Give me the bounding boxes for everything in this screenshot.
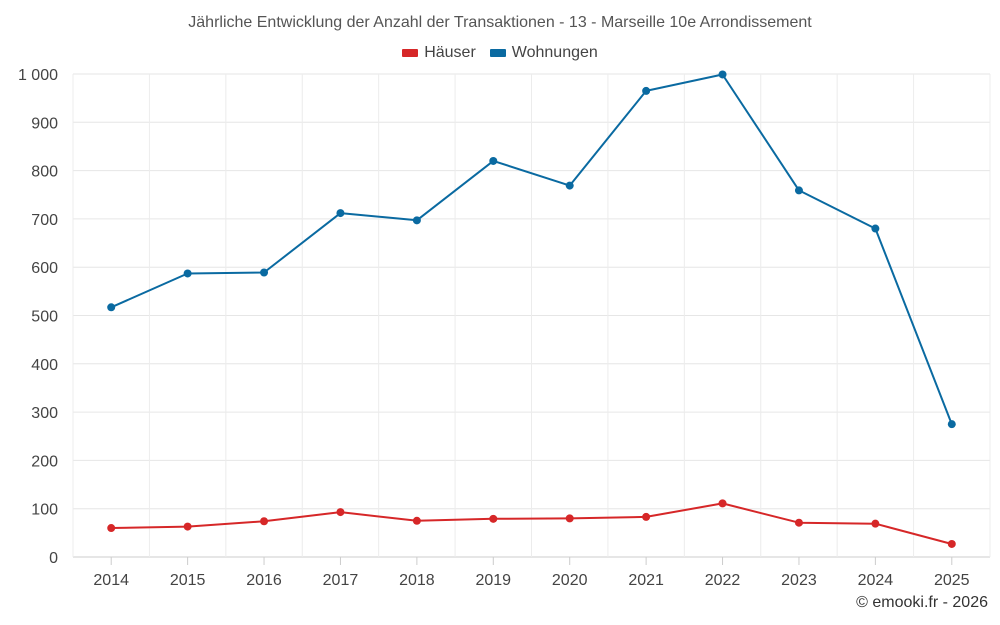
y-tick-label: 700 [31, 212, 58, 229]
data-point-haeuser [794, 518, 803, 527]
data-point-wohnungen [336, 209, 345, 218]
data-point-wohnungen [565, 181, 574, 190]
legend: Häuser Wohnungen [0, 44, 1000, 62]
legend-swatch-haeuser [402, 49, 419, 57]
x-tick-label: 2018 [399, 572, 435, 589]
data-point-haeuser [412, 516, 421, 525]
data-point-haeuser [718, 499, 727, 508]
credits[interactable]: © emooki.fr - 2026 [856, 594, 988, 611]
data-point-wohnungen [489, 156, 498, 165]
y-tick-label: 300 [31, 405, 58, 422]
y-tick-label: 800 [31, 164, 58, 181]
data-point-haeuser [260, 517, 269, 526]
data-point-wohnungen [412, 216, 421, 225]
y-tick-label: 400 [31, 357, 58, 374]
legend-label-wohnungen: Wohnungen [511, 44, 598, 61]
x-tick-label: 2015 [170, 572, 206, 589]
data-point-wohnungen [107, 303, 116, 312]
y-tick-label: 0 [49, 550, 58, 567]
data-point-wohnungen [947, 420, 956, 429]
data-point-wohnungen [718, 70, 727, 79]
y-tick-label: 1 000 [18, 67, 58, 84]
data-point-haeuser [489, 514, 498, 523]
x-tick-label: 2014 [93, 572, 129, 589]
axes: 0 100 200 300 400 500 600 700 800 900 1 000 2014 201… [18, 67, 970, 589]
series-line-haeuser [111, 502, 953, 545]
data-point-haeuser [871, 519, 880, 528]
x-tick-label: 2017 [323, 572, 359, 589]
x-tick-label: 2019 [475, 572, 511, 589]
data-point-haeuser [107, 524, 116, 533]
legend-label-haeuser: Häuser [424, 44, 476, 61]
x-tick-label: 2022 [705, 572, 741, 589]
data-point-haeuser [642, 512, 651, 521]
legend-swatch-wohnungen [489, 49, 506, 57]
y-tick-label: 500 [31, 309, 58, 326]
legend-item-wohnungen[interactable]: Wohnungen [489, 44, 598, 62]
grid [72, 73, 991, 558]
data-point-haeuser [183, 522, 192, 531]
data-point-wohnungen [260, 268, 269, 277]
y-tick-label: 900 [31, 115, 58, 132]
data-point-haeuser [565, 514, 574, 523]
data-point-haeuser [336, 508, 345, 517]
chart-title: Jährliche Entwicklung der Anzahl der Tra… [188, 14, 812, 31]
data-point-wohnungen [183, 269, 192, 278]
x-tick-label: 2024 [858, 572, 894, 589]
x-tick-label: 2025 [934, 572, 970, 589]
x-tick-label: 2020 [552, 572, 588, 589]
x-tick-label: 2023 [781, 572, 817, 589]
data-point-haeuser [947, 539, 956, 548]
series-line-wohnungen [110, 73, 953, 425]
y-tick-label: 600 [31, 260, 58, 277]
data-point-wohnungen [642, 86, 651, 95]
x-tick-label: 2016 [246, 572, 282, 589]
series [107, 70, 956, 548]
data-point-wohnungen [871, 224, 880, 233]
data-point-wohnungen [794, 186, 803, 195]
x-tick-label: 2021 [628, 572, 664, 589]
y-tick-label: 100 [31, 502, 58, 519]
legend-item-haeuser[interactable]: Häuser [402, 44, 476, 62]
y-tick-label: 200 [31, 453, 58, 470]
